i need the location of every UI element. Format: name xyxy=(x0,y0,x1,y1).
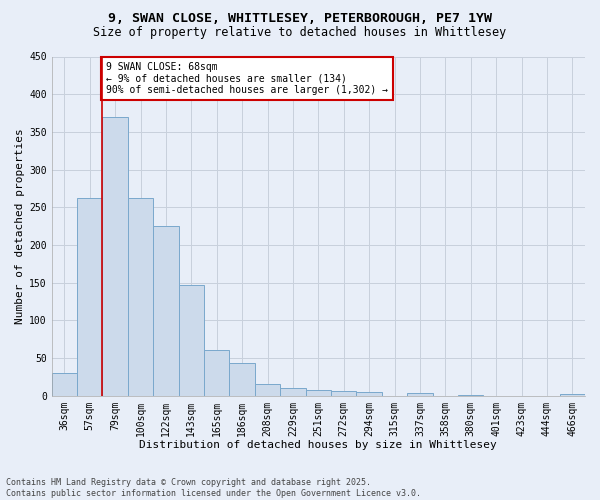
Bar xyxy=(153,226,179,396)
Bar xyxy=(52,373,77,396)
Bar xyxy=(77,198,103,396)
Text: Size of property relative to detached houses in Whittlesey: Size of property relative to detached ho… xyxy=(94,26,506,39)
Text: 9 SWAN CLOSE: 68sqm
← 9% of detached houses are smaller (134)
90% of semi-detach: 9 SWAN CLOSE: 68sqm ← 9% of detached hou… xyxy=(106,62,388,95)
Text: 9, SWAN CLOSE, WHITTLESEY, PETERBOROUGH, PE7 1YW: 9, SWAN CLOSE, WHITTLESEY, PETERBOROUGH,… xyxy=(108,12,492,26)
Bar xyxy=(128,198,153,396)
Bar xyxy=(103,117,128,396)
Bar xyxy=(305,390,331,396)
X-axis label: Distribution of detached houses by size in Whittlesey: Distribution of detached houses by size … xyxy=(139,440,497,450)
Bar xyxy=(255,384,280,396)
Bar xyxy=(179,285,204,396)
Bar xyxy=(356,392,382,396)
Bar xyxy=(407,392,433,396)
Bar xyxy=(458,395,484,396)
Text: Contains HM Land Registry data © Crown copyright and database right 2025.
Contai: Contains HM Land Registry data © Crown c… xyxy=(6,478,421,498)
Bar xyxy=(331,391,356,396)
Bar xyxy=(560,394,585,396)
Bar xyxy=(229,362,255,396)
Bar xyxy=(204,350,229,396)
Bar xyxy=(280,388,305,396)
Y-axis label: Number of detached properties: Number of detached properties xyxy=(15,128,25,324)
